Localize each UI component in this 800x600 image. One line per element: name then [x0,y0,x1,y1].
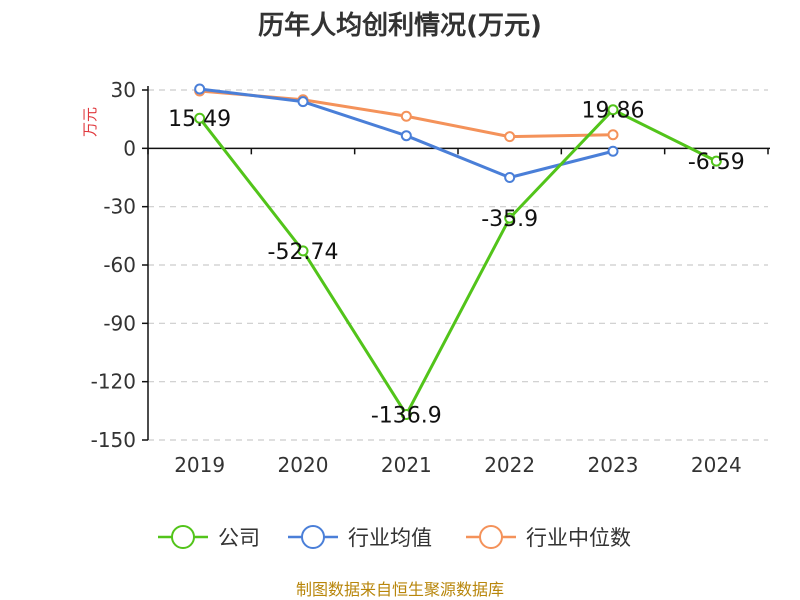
data-label: 15.49 [168,107,231,132]
legend: 公司 行业均值 行业中位数 [158,525,631,550]
data-point [400,110,412,122]
grid-lines [148,89,768,441]
legend-label: 行业均值 [348,526,432,550]
legend-label: 公司 [218,526,260,550]
x-tick-label: 2024 [691,453,742,477]
legend-item: 行业中位数 [466,525,631,550]
x-tick-label: 2023 [588,453,639,477]
data-point [504,172,516,183]
data-point [504,131,516,143]
axes: 30 0 -30 -60 -90 -120 -150 2019 2020 2021 2022 2023… [91,78,770,477]
data-label: -35.9 [481,207,538,232]
x-tick-label: 2019 [174,453,225,477]
data-label: -6.59 [688,150,745,175]
x-tick-label: 2020 [278,453,329,477]
data-point [400,130,412,142]
x-tick-label: 2021 [381,453,432,477]
x-tick-label: 2022 [484,453,535,477]
y-tick-label: -150 [91,428,136,452]
data-label: -136.9 [371,404,442,429]
chart-title: 历年人均创利情况(万元) [258,10,542,41]
y-tick-label: -120 [91,370,136,394]
data-point [607,145,619,157]
y-tick-label: 30 [111,78,136,102]
y-tick-label: -30 [103,195,136,219]
data-point [297,245,309,257]
y-tick-label: -90 [103,311,136,335]
data-label: -52.74 [268,240,339,265]
y-tick-label: 0 [123,136,136,160]
series-lines [194,83,722,421]
series-0 [194,104,722,421]
series-1 [194,83,619,183]
legend-item: 公司 [158,525,260,550]
data-label: 19.86 [582,99,645,124]
legend-item: 行业均值 [288,525,432,550]
y-tick-label: -60 [103,253,136,277]
data-point [607,104,619,116]
data-point [710,155,722,167]
legend-marker [479,525,503,549]
data-point [400,409,412,421]
series-line [198,108,718,417]
data-labels: 15.49 -52.74 -136.9 -35.9 19.86 -6.59 [168,99,745,429]
legend-marker [171,525,195,549]
y-axis-label: 万元 [81,107,99,137]
data-point [297,96,309,108]
data-point [607,129,619,141]
legend-marker [301,525,325,549]
source-note: 制图数据来自恒生聚源数据库 [296,580,504,599]
data-point [504,212,516,224]
data-point [194,112,206,124]
legend-label: 行业中位数 [526,526,631,550]
data-point [194,83,206,95]
